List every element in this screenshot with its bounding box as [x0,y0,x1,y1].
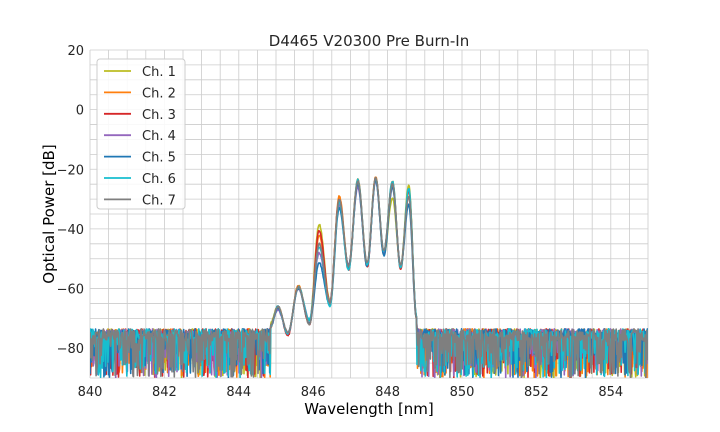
x-tick-label: 854 [598,385,623,400]
legend-box [96,58,186,210]
series-lines [90,176,648,378]
x-axis-label: Wavelength [nm] [304,400,434,418]
legend-label: Ch. 6 [142,172,176,187]
x-axis-ticks: 840 842 844 846 848 850 852 854 [78,385,624,400]
chart-title: D4465 V20300 Pre Burn-In [269,32,469,50]
x-tick-label: 850 [450,385,475,400]
x-tick-label: 848 [375,385,400,400]
y-axis-ticks: 20 0 −20 −40 −60 −80 [57,44,84,357]
legend-label: Ch. 7 [142,193,176,208]
series-line-ch-7 [90,176,648,378]
y-tick-label: 20 [67,44,84,59]
x-tick-label: 846 [301,385,326,400]
y-tick-label: −60 [57,283,84,298]
x-tick-label: 852 [524,385,549,400]
legend-label: Ch. 3 [142,108,176,123]
y-tick-label: −80 [57,342,84,357]
legend-label: Ch. 4 [142,129,176,144]
y-tick-label: 0 [76,104,84,119]
legend-label: Ch. 2 [142,86,176,101]
legend-label: Ch. 5 [142,151,176,166]
y-tick-label: −40 [57,223,84,238]
legend-label: Ch. 1 [142,65,176,80]
x-tick-label: 844 [226,385,251,400]
legend: Ch. 1 Ch. 2 Ch. 3 Ch. 4 Ch. 5 Ch. 6 Ch. 7 [96,58,186,210]
x-tick-label: 840 [78,385,103,400]
y-axis-label: Optical Power [dB] [40,144,58,283]
y-tick-label: −20 [57,163,84,178]
x-tick-label: 842 [152,385,177,400]
